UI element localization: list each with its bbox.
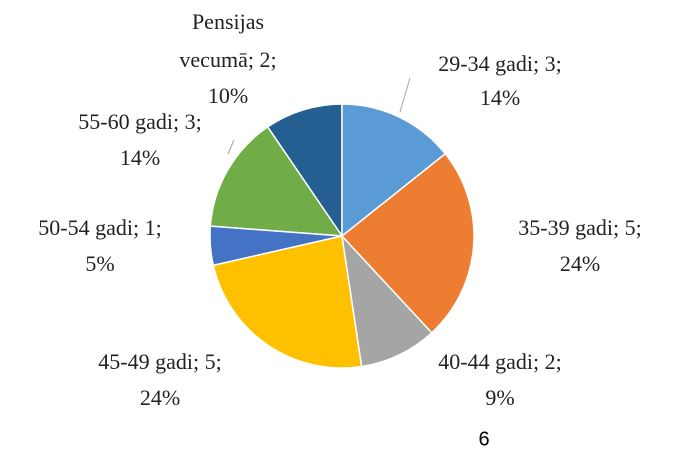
pie-slice [212,235,363,369]
data-label: 24% [560,251,600,276]
data-label: 5% [85,251,114,276]
pie-slice [340,233,433,368]
data-label: 14% [120,145,160,170]
data-label: 40-44 gadi; 2; [438,349,561,374]
pie-slice [341,103,447,238]
data-label: 45-49 gadi; 5; [98,349,221,374]
data-label: 35-39 gadi; 5; [518,215,641,240]
leader-line [227,139,235,155]
pie-slice [209,125,344,237]
page-number: 6 [478,428,489,450]
pie-slice [340,152,475,334]
data-label: 10% [208,83,248,108]
data-label: 9% [485,385,514,410]
data-label: Pensijas [192,9,264,34]
data-label: 55-60 gadi; 3; [78,109,201,134]
data-label: 50-54 gadi; 1; [38,215,161,240]
data-label: vecumā; 2; [179,47,276,72]
pie-slice [266,103,343,239]
data-label: 14% [480,85,520,110]
data-label: 24% [140,385,180,410]
leader-line [399,77,411,113]
data-label: 29-34 gadi; 3; [438,51,561,76]
